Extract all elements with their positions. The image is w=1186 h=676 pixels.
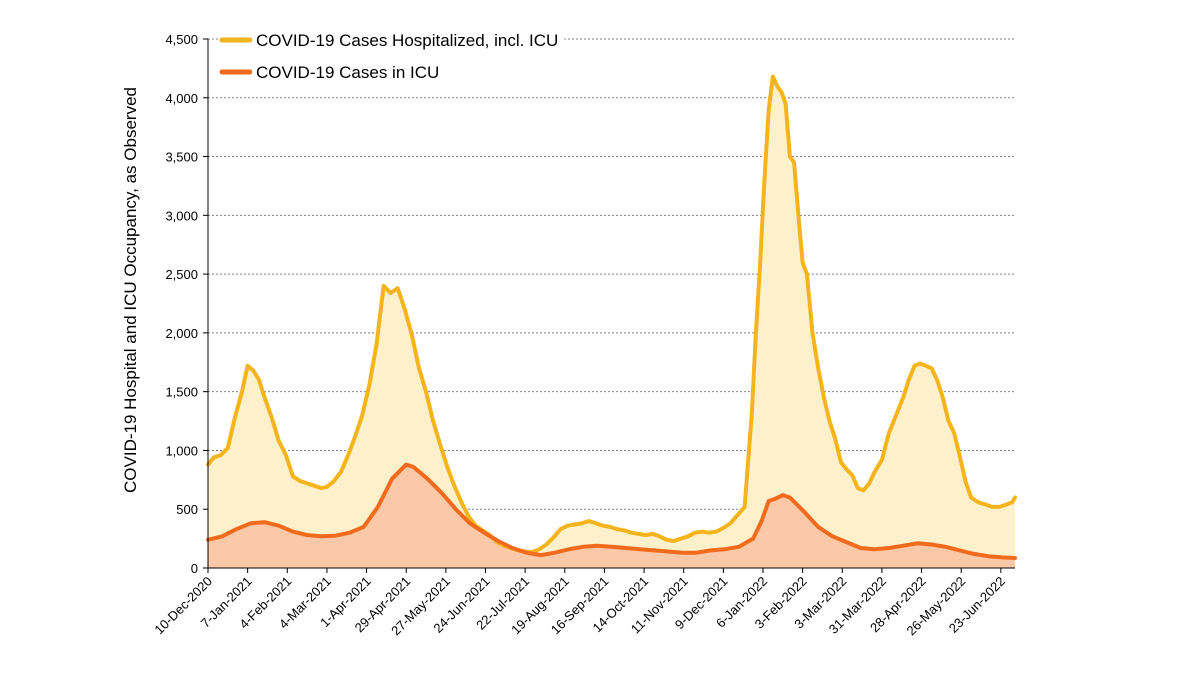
y-tick-label: 500 xyxy=(176,502,198,517)
series-area-0 xyxy=(208,76,1015,568)
legend-label-0: COVID-19 Cases Hospitalized, incl. ICU xyxy=(256,31,558,50)
y-tick-label: 4,000 xyxy=(165,91,198,106)
series-lines xyxy=(206,74,1017,560)
legend-label-bg xyxy=(252,26,565,52)
legend-label-bg xyxy=(252,58,446,84)
legend: COVID-19 Cases Hospitalized, incl. ICU CO… xyxy=(219,26,565,92)
series-line-1 xyxy=(206,462,1017,560)
series-line-0 xyxy=(206,74,1017,555)
y-tick-label: 2,500 xyxy=(165,267,198,282)
y-tick-label: 3,500 xyxy=(165,150,198,165)
series-area-1 xyxy=(208,464,1015,568)
y-tick-label: 3,000 xyxy=(165,208,198,223)
y-axis-title: COVID-19 Hospital and ICU Occupancy, as … xyxy=(121,87,140,493)
y-tick-label: 1,500 xyxy=(165,385,198,400)
y-tick-label: 1,000 xyxy=(165,443,198,458)
y-tick-label: 0 xyxy=(191,561,198,576)
y-tick-label: 4,500 xyxy=(165,32,198,47)
series-areas xyxy=(208,76,1015,568)
legend-label-1: COVID-19 Cases in ICU xyxy=(256,63,439,82)
y-tick-label: 2,000 xyxy=(165,326,198,341)
